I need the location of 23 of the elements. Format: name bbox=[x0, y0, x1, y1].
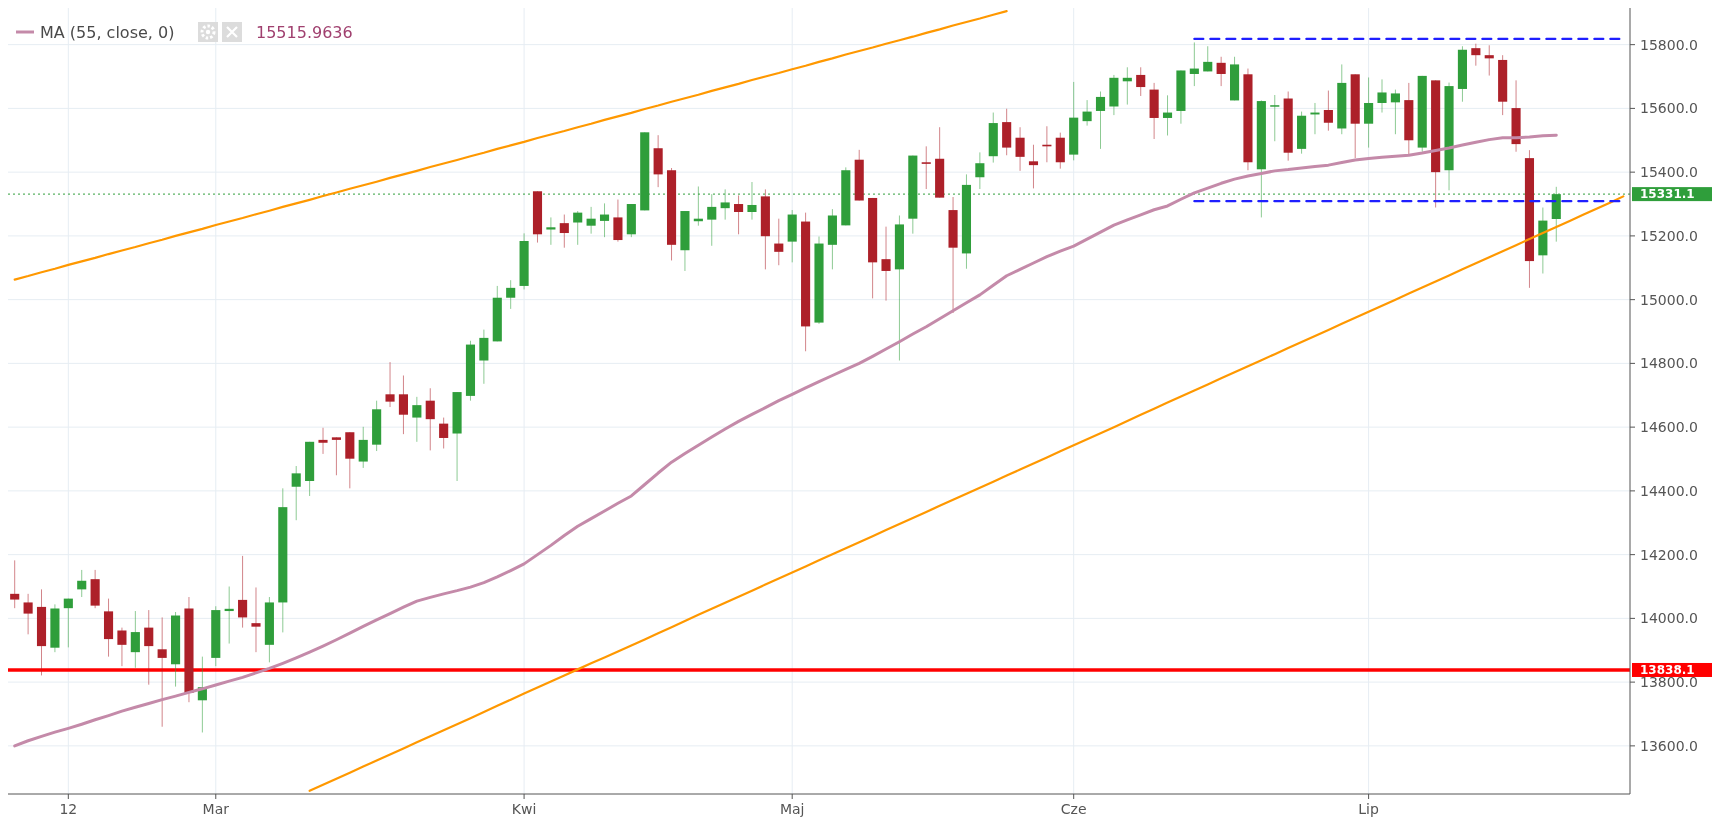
y-tick-label: 15000.0 bbox=[1640, 291, 1698, 308]
y-tick-label: 13600.0 bbox=[1640, 737, 1698, 754]
x-tick-label: Mar bbox=[202, 801, 230, 817]
y-tick-label: 15200.0 bbox=[1640, 227, 1698, 244]
x-tick-label: Lip bbox=[1358, 801, 1379, 817]
x-tick-label: Kwi bbox=[511, 801, 537, 817]
y-tick-label: 15400.0 bbox=[1640, 164, 1698, 181]
y-tick-label: 14000.0 bbox=[1640, 610, 1698, 627]
y-tick-label: 14200.0 bbox=[1640, 546, 1698, 563]
annotation: 15515.9636 bbox=[256, 22, 353, 42]
y-tick-label: 14400.0 bbox=[1640, 482, 1698, 499]
legend-label: MA (55, close, 0) bbox=[40, 22, 175, 42]
x-tick-label: Cze bbox=[1060, 801, 1087, 817]
y-tick-label: 15600.0 bbox=[1640, 100, 1698, 117]
y-tick-label: 14600.0 bbox=[1640, 419, 1698, 436]
line-series bbox=[308, 195, 1625, 792]
line-series bbox=[13, 133, 1558, 748]
y-tick-label: 15800.0 bbox=[1640, 36, 1698, 53]
ref-line-label: 15331.1 bbox=[1640, 187, 1695, 202]
x-tick-label: 12 bbox=[59, 801, 78, 817]
line-series bbox=[13, 10, 1008, 281]
x-tick-label: Maj bbox=[779, 801, 805, 817]
y-tick-label: 14800.0 bbox=[1640, 355, 1698, 372]
